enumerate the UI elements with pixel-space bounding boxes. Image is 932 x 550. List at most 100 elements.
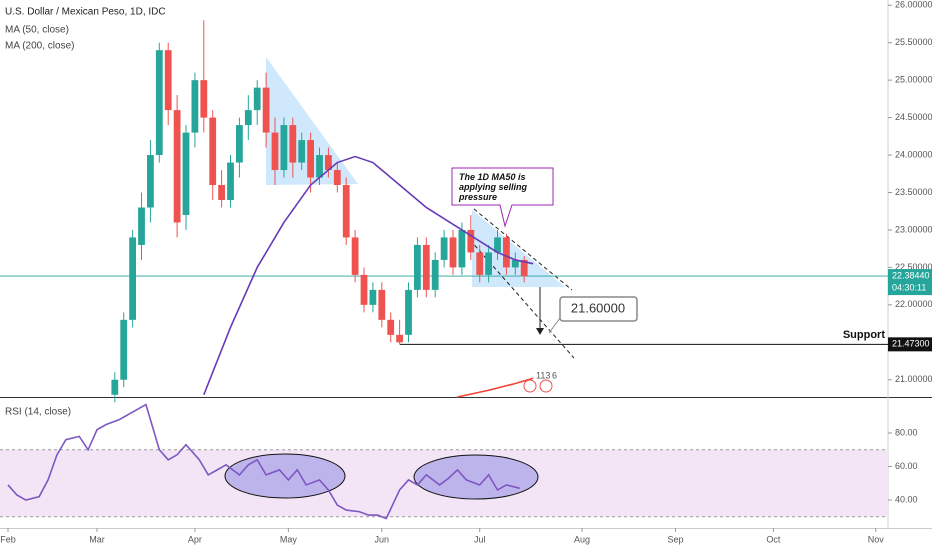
x-tick-label: Apr bbox=[188, 534, 202, 544]
y-tick-label: 21.00000 bbox=[895, 374, 932, 384]
candle-body bbox=[236, 125, 243, 163]
x-tick-label: Sep bbox=[668, 534, 684, 544]
callout: The 1D MA50 is applying selling pressure bbox=[459, 172, 528, 202]
candle-body bbox=[458, 229, 466, 268]
candle-body bbox=[378, 289, 386, 320]
candle-body bbox=[200, 80, 208, 118]
candle-body bbox=[253, 87, 261, 111]
candle-body bbox=[271, 132, 279, 171]
candle-body bbox=[440, 237, 448, 260]
y-tick-label: 26.00000 bbox=[895, 0, 932, 10]
rsi-line bbox=[7, 403, 520, 520]
support-text: Support bbox=[843, 329, 885, 341]
x-tick-label: Aug bbox=[574, 534, 590, 544]
triangle bbox=[472, 210, 565, 287]
y-tick-label: 60.00 bbox=[895, 461, 918, 471]
candle-body bbox=[316, 155, 323, 178]
candle-body bbox=[129, 237, 137, 320]
event-label: 6 bbox=[552, 370, 557, 380]
x-tick-label: Feb bbox=[0, 534, 16, 544]
y-tick-label: 22.00000 bbox=[895, 299, 932, 309]
candle-body bbox=[405, 289, 412, 335]
y-tick-label: 22.50000 bbox=[895, 262, 932, 272]
rsi-band bbox=[0, 449, 888, 517]
candle-body bbox=[227, 162, 234, 200]
candle-body bbox=[164, 50, 172, 111]
candle-body bbox=[147, 155, 154, 208]
event-icon bbox=[539, 379, 553, 393]
legend-entry: MA (200, close) bbox=[5, 41, 74, 52]
candle-body bbox=[173, 110, 181, 223]
candle-body bbox=[120, 319, 128, 380]
candle-body bbox=[494, 237, 501, 253]
candle-body bbox=[449, 237, 457, 268]
triangle bbox=[266, 57, 358, 185]
candle-body bbox=[138, 207, 145, 245]
candle-body bbox=[396, 334, 404, 343]
rsi-highlight bbox=[413, 454, 539, 500]
channel-line bbox=[469, 239, 575, 359]
y-tick-label: 80.00 bbox=[895, 427, 918, 437]
candle-body bbox=[511, 259, 519, 268]
x-tick-label: May bbox=[280, 534, 298, 544]
rsi-title: RSI (14, close) bbox=[5, 407, 71, 418]
y-tick-label: 25.50000 bbox=[895, 37, 932, 47]
countdown: 04:30:11 bbox=[892, 282, 926, 292]
last-price-label: 22.38440 bbox=[892, 270, 930, 280]
candle-body bbox=[262, 87, 270, 133]
chart-title: U.S. Dollar / Mexican Peso, 1D, IDC bbox=[5, 7, 166, 18]
last-price-box bbox=[888, 269, 932, 296]
ma50-line bbox=[203, 155, 534, 396]
ma200-line bbox=[457, 377, 534, 398]
candle-body bbox=[333, 170, 341, 186]
candle-body bbox=[342, 185, 350, 238]
candle-body bbox=[360, 274, 368, 305]
legend-entry: MA (50, close) bbox=[5, 25, 69, 36]
candle-body bbox=[422, 244, 430, 290]
candle-body bbox=[209, 117, 217, 186]
candle-body bbox=[325, 155, 332, 171]
y-tick-label: 24.00000 bbox=[895, 149, 932, 159]
drawings bbox=[266, 57, 638, 359]
target-box bbox=[559, 296, 638, 322]
candle-body bbox=[244, 110, 252, 126]
x-tick-label: Mar bbox=[89, 534, 105, 544]
candle-body bbox=[191, 80, 199, 133]
candle-body bbox=[431, 259, 439, 290]
y-tick-label: 23.00000 bbox=[895, 224, 932, 234]
candle-body bbox=[369, 289, 377, 305]
x-tick-label: Jul bbox=[474, 534, 486, 544]
candle-body bbox=[520, 259, 528, 277]
callout-box bbox=[451, 167, 554, 228]
channel-line bbox=[473, 208, 573, 291]
candle-body bbox=[218, 185, 226, 200]
support-price: 21.47300 bbox=[892, 339, 930, 349]
candle-body bbox=[280, 125, 288, 171]
y-tick-label: 24.50000 bbox=[895, 112, 932, 122]
candle-body bbox=[476, 252, 484, 275]
candle-body bbox=[467, 229, 475, 253]
event-label: 113 bbox=[536, 370, 550, 380]
candle-body bbox=[111, 379, 119, 395]
x-tick-label: Oct bbox=[766, 534, 781, 544]
x-tick-label: Nov bbox=[868, 534, 885, 544]
candle-body bbox=[351, 237, 359, 275]
y-tick-label: 23.50000 bbox=[895, 187, 932, 197]
candle-body bbox=[485, 252, 493, 275]
event-icon bbox=[523, 379, 537, 393]
candle-body bbox=[298, 140, 306, 163]
candle-body bbox=[307, 140, 315, 178]
arrow-head bbox=[536, 328, 544, 335]
candle-body bbox=[155, 50, 163, 156]
candle-body bbox=[289, 125, 297, 163]
x-tick-label: Jun bbox=[375, 534, 390, 544]
y-tick-label: 40.00 bbox=[895, 494, 918, 504]
candle-body bbox=[414, 244, 421, 290]
callout-text: The 1D MA50 is applying selling pressure bbox=[459, 172, 528, 202]
y-tick-label: 25.00000 bbox=[895, 75, 932, 85]
target-label: 21.60000 bbox=[571, 300, 625, 315]
candle-body bbox=[387, 319, 395, 335]
target-pointer bbox=[548, 317, 561, 334]
candle-body bbox=[182, 132, 190, 215]
